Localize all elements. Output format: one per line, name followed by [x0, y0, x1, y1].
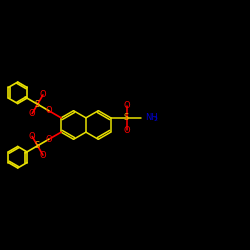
Text: S: S — [35, 141, 40, 150]
Text: S: S — [35, 100, 40, 109]
Text: O: O — [123, 101, 130, 110]
Text: O: O — [40, 90, 46, 100]
Text: S: S — [124, 113, 129, 122]
Text: O: O — [46, 135, 52, 144]
Text: O: O — [29, 132, 35, 141]
Text: O: O — [46, 106, 52, 115]
Text: NH: NH — [146, 113, 158, 122]
Text: O: O — [40, 150, 46, 160]
Text: O: O — [29, 109, 35, 118]
Text: 2: 2 — [154, 117, 158, 122]
Text: O: O — [123, 126, 130, 134]
